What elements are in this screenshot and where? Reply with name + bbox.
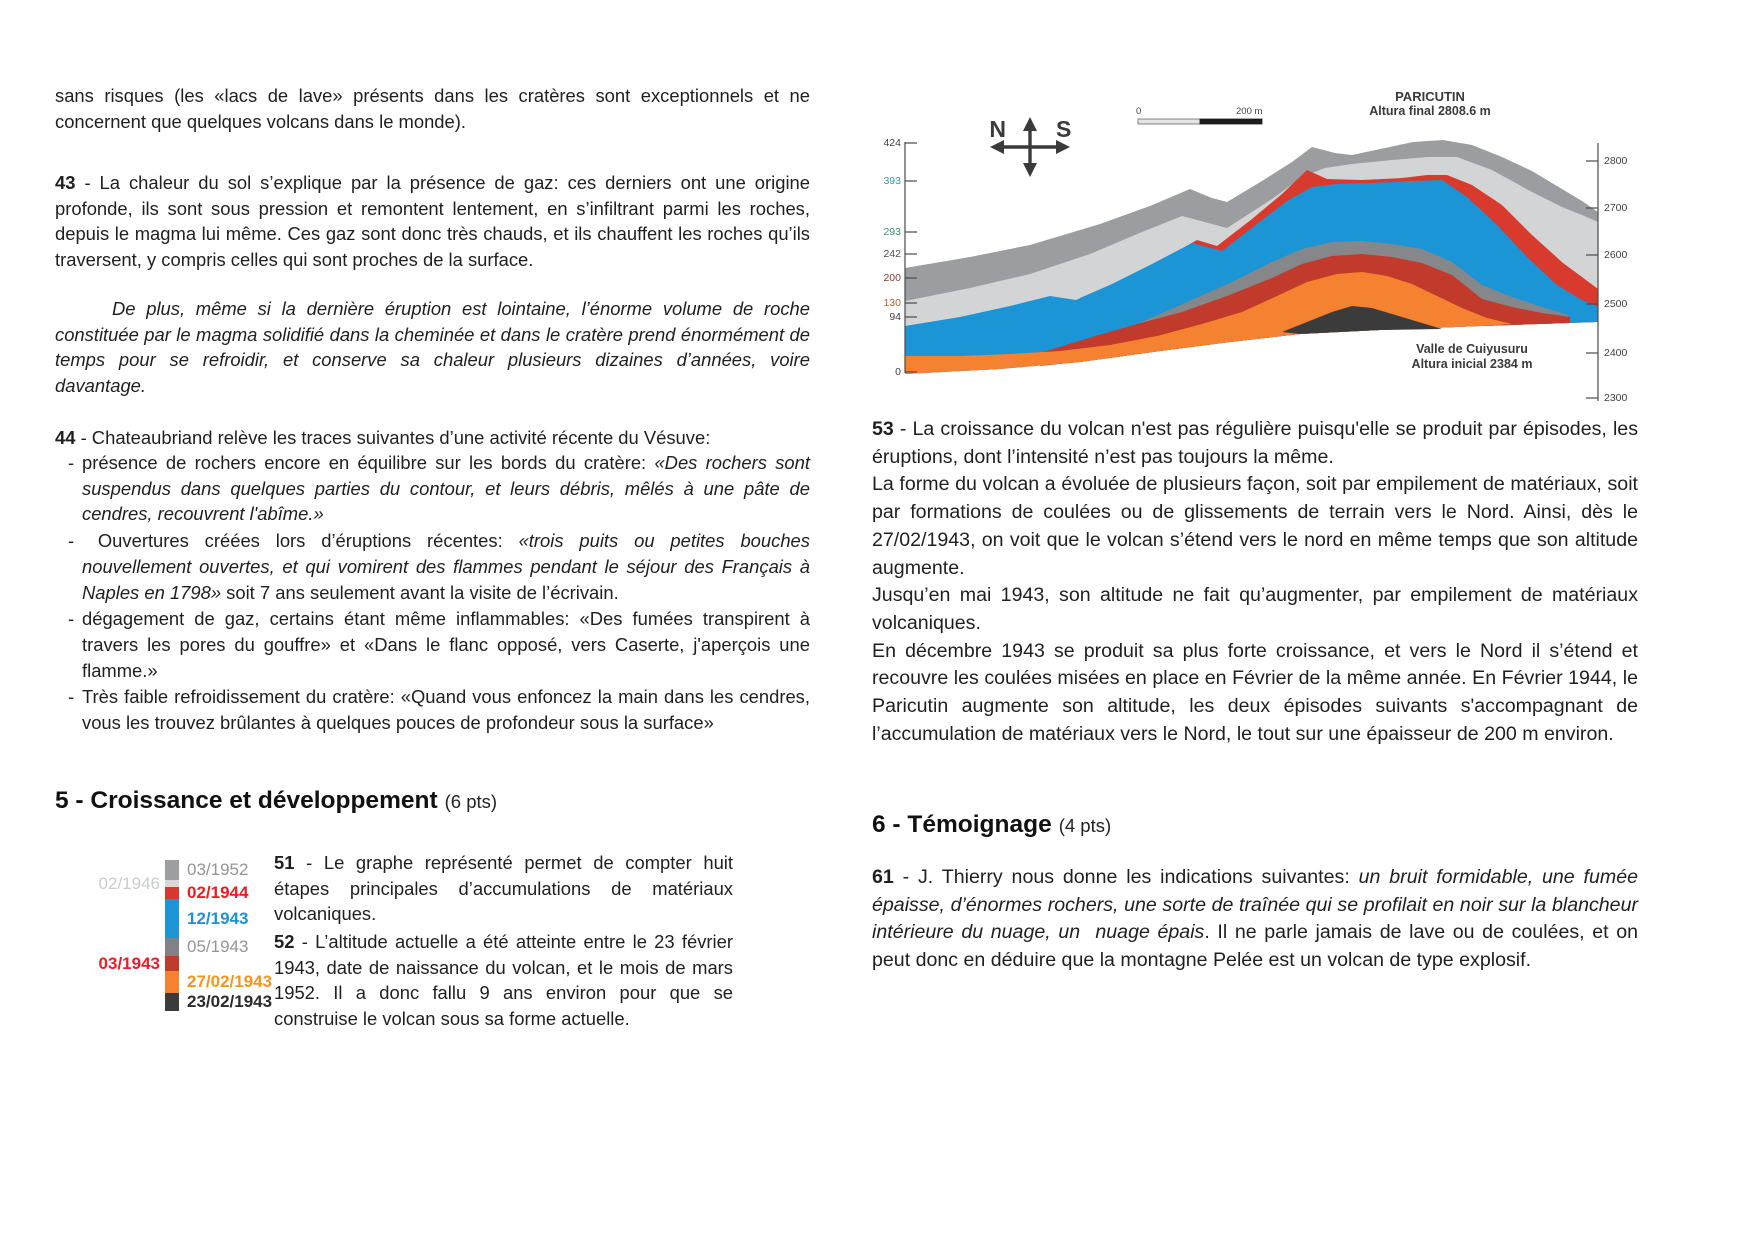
right-axis-tick: 2300 (1604, 392, 1628, 404)
list-44-item-1: - présence de rochers encore en équilibre… (55, 450, 810, 527)
text-run: «Des rochers sont suspendus dans quelque… (82, 452, 816, 525)
legend-bar-segment-23-02-1943 (165, 993, 179, 1011)
left-axis-tick: 393 (883, 175, 901, 187)
para-61: 61 - J. Thierry nous donne les indicatio… (872, 864, 1638, 975)
legend-label-03-1952: 03/1952 (187, 860, 249, 879)
text-run: De plus, même si la dernière éruption es… (55, 298, 816, 397)
para-43: 43 - La chaleur du sol s’explique par la… (55, 170, 810, 273)
left-axis-tick: 424 (883, 137, 901, 149)
legend-bar-segment-03-1943 (165, 956, 179, 971)
legend-label-23-02-1943: 23/02/1943 (187, 992, 273, 1011)
layer-27-02-1943 (905, 272, 1512, 374)
text-run: présence de rochers encore en équilibre … (82, 452, 655, 473)
legend-label-12-1943: 12/1943 (187, 909, 249, 928)
list-44-item-2: - Ouvertures créées lors d’éruptions réc… (55, 528, 810, 605)
scale-bar: 0 200 m (1136, 106, 1262, 125)
left-axis-tick: 130 (883, 297, 901, 309)
layer-23-02-1943 (1282, 306, 1442, 334)
text-run: Très faible refroidissement du cratère: … (82, 686, 816, 734)
text-run: 44 (55, 427, 76, 448)
valley-altitude-label: Altura inicial 2384 m (1412, 357, 1533, 371)
list-44-item-3: - dégagement de gaz, certains étant même … (55, 606, 810, 683)
left-axis-tick: 242 (883, 248, 901, 260)
legend-bar-segment-27-02-1943 (165, 971, 179, 993)
text-run: - La croissance du volcan n'est pas régu… (872, 418, 1638, 745)
compass-icon (990, 117, 1070, 177)
left-axis-tick: 0 (895, 366, 901, 378)
heading-6-title: 6 - Témoignage (872, 811, 1052, 838)
right-axis-tick: 2700 (1604, 202, 1628, 214)
legend-bar-segment-05-1943 (165, 938, 179, 956)
diagram-title: PARICUTIN (1395, 89, 1465, 104)
bullet-dash: - (68, 452, 75, 473)
right-axis-labels: 2800 2700 2600 2500 2400 2300 (1604, 155, 1628, 404)
text-run: 53 (872, 418, 894, 440)
heading-6-points: (4 pts) (1058, 815, 1112, 836)
growth-legend: 03/1952 02/1946 02/1944 12/1943 05/1943 03/19… (60, 852, 300, 1024)
para-51: 51 - Le graphe représenté permet de comp… (274, 850, 733, 927)
legend-bar-segment-12-1943 (165, 899, 179, 938)
text-run: soit 7 ans seulement avant la visite de … (221, 581, 619, 603)
list-44-item-4: - Très faible refroidissement du cratère:… (55, 684, 810, 735)
list-44: - présence de rochers encore en équilibre… (55, 450, 810, 737)
text-run: - L’altitude actuelle a été atteinte ent… (274, 931, 739, 1030)
para-intro: sans risques (les «lacs de lave» présent… (55, 83, 810, 134)
right-column: 53 - La croissance du volcan n'est pas r… (872, 0, 1638, 1240)
text-run: - La chaleur du sol s’explique par la pr… (55, 172, 816, 271)
heading-5-points: (6 pts) (444, 791, 498, 812)
text-run: 43 (55, 172, 76, 193)
text-run: - Le graphe représenté permet de compter… (274, 852, 739, 925)
text-run: «trois puits ou petites bouches nouvelle… (82, 530, 816, 603)
left-axis-tick: 200 (883, 272, 901, 284)
bullet-dash: - (68, 608, 75, 630)
left-column: sans risques (les «lacs de lave» présent… (55, 0, 810, 1240)
text-run: - Chateaubriand relève les traces suivan… (75, 427, 711, 448)
text-run: - J. Thierry nous donne les indications … (893, 866, 1359, 888)
compass-north-label: N (989, 116, 1006, 142)
volcano-cross-section-diagram: 424 393 293 242 200 130 94 0 2800 2700 2… (883, 89, 1628, 404)
text-run: . Il ne parle jamais de lave ou de coulé… (872, 921, 1644, 972)
left-axis-labels: 424 393 293 242 200 130 94 0 (883, 137, 901, 378)
left-axis-tick: 293 (883, 226, 901, 238)
legend-label-03-1943: 03/1943 (98, 954, 160, 973)
legend-label-02-1944: 02/1944 (187, 883, 249, 902)
compass-south-label: S (1056, 116, 1071, 142)
para-52: 52 - L’altitude actuelle a été atteinte … (274, 929, 733, 1032)
para-44: 44 - Chateaubriand relève les traces sui… (55, 425, 810, 451)
legend-bar-segment-02-1946 (165, 880, 179, 887)
left-axis-tick: 94 (889, 311, 901, 323)
right-axis-tick: 2500 (1604, 298, 1628, 310)
bullet-dash: - (68, 530, 75, 552)
legend-bar-segment-03-1952 (165, 860, 179, 880)
diagram-subtitle: Altura final 2808.6 m (1369, 104, 1491, 118)
para-53: 53 - La croissance du volcan n'est pas r… (872, 416, 1638, 748)
legend-label-27-02-1943: 27/02/1943 (187, 972, 273, 991)
legend-label-05-1943: 05/1943 (187, 937, 249, 956)
text-run: 51 (274, 852, 295, 873)
legend-label-02-1946: 02/1946 (98, 874, 160, 893)
text-run: un bruit formidable, une fumée épaisse, … (872, 866, 1644, 944)
right-axis-tick: 2800 (1604, 155, 1628, 167)
text-run: sans risques (les «lacs de lave» présent… (55, 85, 816, 132)
valley-label: Valle de Cuiyusuru (1416, 342, 1528, 356)
right-axis-tick: 2400 (1604, 347, 1628, 359)
heading-5-title: 5 - Croissance et développement (55, 787, 438, 814)
text-run: 52 (274, 931, 295, 952)
text-run: 61 (872, 866, 894, 888)
text-run: dégagement de gaz, certains étant même i… (82, 608, 816, 681)
bullet-dash: - (68, 686, 75, 708)
text-run: Ouvertures créées lors d’éruptions récen… (82, 530, 519, 552)
scale-zero-label: 0 (1136, 106, 1141, 117)
scale-200m-label: 200 m (1236, 106, 1262, 117)
heading-5: 5 - Croissance et développement (6 pts) (55, 786, 810, 817)
legend-bar-segment-02-1944 (165, 887, 179, 899)
right-axis-tick: 2600 (1604, 249, 1628, 261)
para-43-note: De plus, même si la dernière éruption es… (55, 296, 810, 399)
left-axis (904, 142, 917, 373)
right-axis (1586, 143, 1599, 401)
heading-6: 6 - Témoignage (4 pts) (872, 810, 1638, 841)
